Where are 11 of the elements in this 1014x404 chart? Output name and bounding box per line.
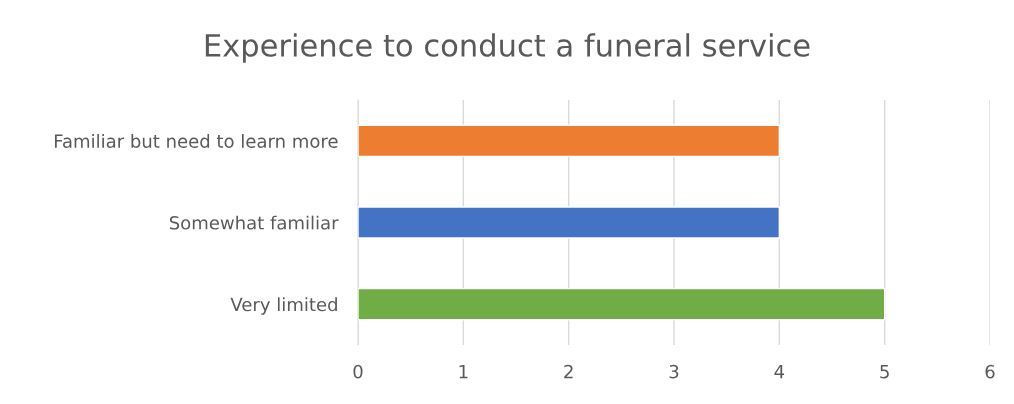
x-tick-label: 5 [880,365,889,379]
y-tick-label: Familiar but need to learn more [54,133,338,148]
y-tick-label: Very limited [230,297,337,315]
x-tick-label: 0 [353,364,363,379]
x-tick-label: 6 [985,364,995,379]
y-tick-label: Somewhat familiar [169,215,339,230]
x-tick-label: 4 [774,365,785,379]
chart-title: Experience to conduct a funeral service [205,33,810,63]
x-tick-label: 2 [564,364,573,379]
x-tick-label: 1 [459,365,468,379]
x-tick-label: 3 [669,364,679,379]
